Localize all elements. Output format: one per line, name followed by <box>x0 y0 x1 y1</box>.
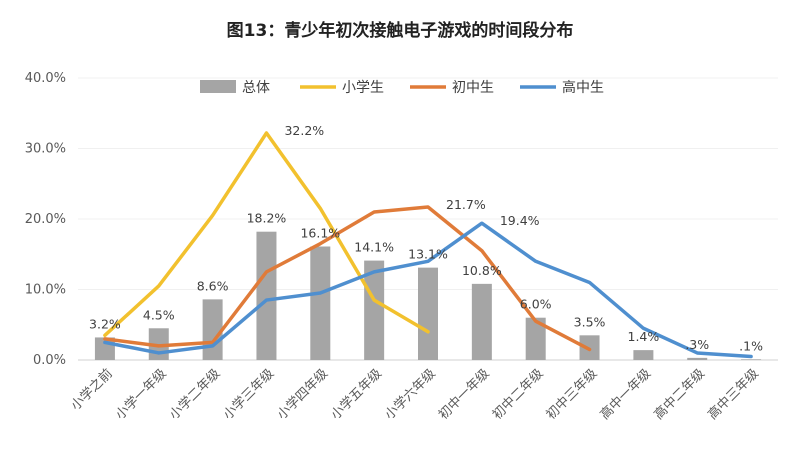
y-tick-label: 10.0% <box>25 283 66 298</box>
x-tick-label: 高中二年级 <box>651 366 708 423</box>
bar-data-label: 10.8% <box>462 263 502 278</box>
y-tick-label: 40.0% <box>25 71 66 86</box>
bar-3 <box>256 231 277 360</box>
line-series-2 <box>103 205 592 352</box>
bar-data-label: 4.5% <box>143 307 175 322</box>
bar-data-label: 8.6% <box>197 278 229 293</box>
x-tick-label: 初中三年级 <box>544 366 601 423</box>
x-tick-label: 初中一年级 <box>436 366 493 423</box>
x-tick-label: 高中一年级 <box>597 366 654 423</box>
x-tick-label: 小学三年级 <box>220 366 277 423</box>
legend-label-3: 高中生 <box>562 79 604 96</box>
bar-6 <box>418 267 438 360</box>
bar-data-label: 3.2% <box>89 316 121 331</box>
bar-4 <box>310 246 331 360</box>
x-tick-label: 小学之前 <box>68 366 116 414</box>
bar-data-label: 14.1% <box>354 240 394 255</box>
line-series-3 <box>103 221 753 359</box>
bar-2 <box>202 299 223 360</box>
x-tick-label: 小学一年级 <box>112 366 169 423</box>
legend: 总体 小学生 初中生 高中生 <box>200 79 604 96</box>
x-tick-label: 小学二年级 <box>166 366 223 423</box>
line-peak-label: 21.7% <box>446 197 486 212</box>
bar-data-label: .1% <box>739 338 763 353</box>
y-axis-grid: 0.0% 10.0% 20.0% 30.0% 40.0% <box>25 71 778 368</box>
bar-11 <box>687 357 708 360</box>
data-labels: 3.2% 4.5% 8.6% 18.2% 16.1% 14.1% 13.1% 10.8% 6.0… <box>89 123 763 353</box>
line-series-1 <box>103 131 430 338</box>
x-axis-ticks: 小学之前小学一年级小学二年级小学三年级小学四年级小学五年级小学六年级初中一年级初… <box>68 366 762 423</box>
legend-label-0: 总体 <box>242 80 270 96</box>
bar-7 <box>471 283 492 360</box>
bar-data-label: 1.4% <box>628 329 660 344</box>
bar-data-label: 16.1% <box>300 225 340 240</box>
bar-data-label: 18.2% <box>247 211 287 226</box>
x-tick-label: 小学六年级 <box>382 366 439 423</box>
line-series-group <box>103 131 753 359</box>
bar-data-label: 6.0% <box>520 297 552 312</box>
y-tick-label: 0.0% <box>33 353 66 368</box>
y-tick-label: 20.0% <box>25 212 66 227</box>
bar-data-label: .3% <box>685 337 709 352</box>
x-tick-label: 小学四年级 <box>274 366 331 423</box>
line-peak-label: 32.2% <box>284 123 324 138</box>
line-peak-label: 19.4% <box>500 213 540 228</box>
legend-label-1: 小学生 <box>342 80 384 96</box>
y-tick-label: 30.0% <box>25 142 66 157</box>
legend-swatch-bar <box>200 80 236 93</box>
x-tick-label: 高中三年级 <box>705 366 762 423</box>
legend-label-2: 初中生 <box>452 79 494 96</box>
bar-data-label: 3.5% <box>574 314 606 329</box>
chart-title: 图13：青少年初次接触电子游戏的时间段分布 <box>226 21 574 41</box>
bar-12 <box>741 359 762 360</box>
bar-data-label: 13.1% <box>408 247 448 262</box>
x-tick-label: 小学五年级 <box>328 366 385 423</box>
x-tick-label: 初中二年级 <box>490 366 547 423</box>
bar-10 <box>633 350 654 360</box>
bar-8 <box>525 317 546 360</box>
bar-5 <box>364 260 385 360</box>
